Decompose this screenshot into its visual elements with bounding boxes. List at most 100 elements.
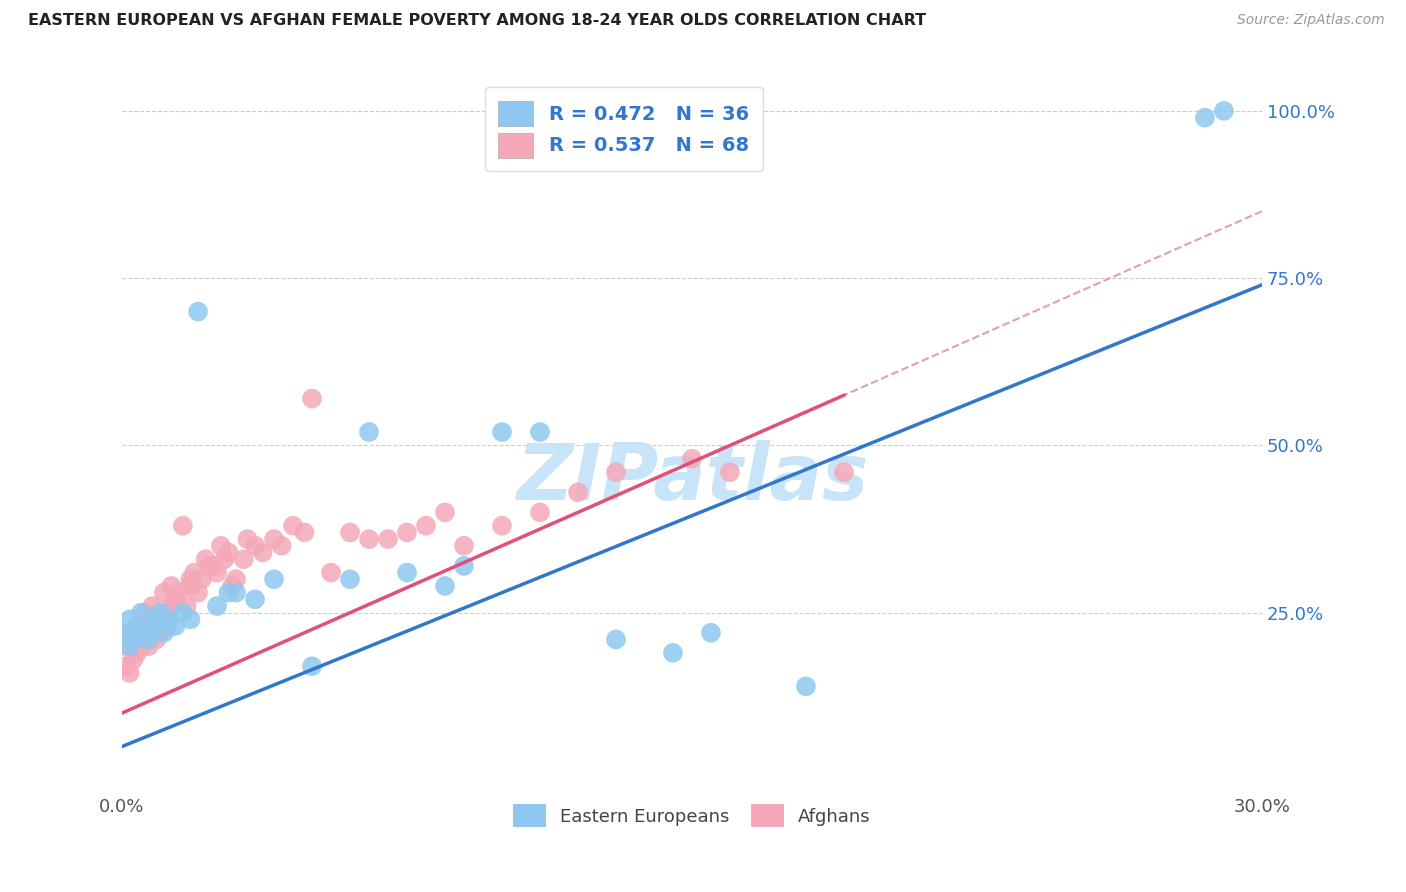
Point bbox=[122, 652, 145, 666]
Point bbox=[529, 425, 551, 439]
Legend: Eastern Europeans, Afghans: Eastern Europeans, Afghans bbox=[506, 797, 877, 834]
Point bbox=[115, 625, 138, 640]
Point bbox=[134, 606, 156, 620]
Point bbox=[202, 558, 225, 573]
Point bbox=[115, 639, 138, 653]
Point bbox=[453, 558, 475, 573]
Point bbox=[294, 525, 316, 540]
Point bbox=[156, 612, 179, 626]
Point bbox=[529, 505, 551, 519]
Point bbox=[129, 632, 152, 647]
Point bbox=[301, 659, 323, 673]
Point bbox=[252, 545, 274, 559]
Point bbox=[319, 566, 342, 580]
Point bbox=[205, 599, 228, 613]
Point bbox=[221, 579, 243, 593]
Point bbox=[236, 532, 259, 546]
Point bbox=[138, 619, 160, 633]
Point bbox=[149, 625, 172, 640]
Point bbox=[145, 632, 167, 647]
Point bbox=[118, 639, 141, 653]
Point bbox=[301, 392, 323, 406]
Point bbox=[1212, 103, 1234, 118]
Point bbox=[145, 612, 167, 626]
Point bbox=[194, 552, 217, 566]
Point bbox=[567, 485, 589, 500]
Point bbox=[153, 625, 176, 640]
Point bbox=[270, 539, 292, 553]
Point bbox=[357, 425, 380, 439]
Point bbox=[217, 545, 239, 559]
Point bbox=[165, 619, 187, 633]
Point bbox=[160, 599, 183, 613]
Point bbox=[156, 619, 179, 633]
Point bbox=[205, 566, 228, 580]
Point bbox=[225, 572, 247, 586]
Point bbox=[187, 304, 209, 318]
Point bbox=[156, 606, 179, 620]
Point bbox=[605, 632, 627, 647]
Point bbox=[145, 612, 167, 626]
Point bbox=[243, 539, 266, 553]
Point bbox=[127, 625, 149, 640]
Point bbox=[138, 632, 160, 647]
Point bbox=[718, 465, 741, 479]
Point bbox=[263, 532, 285, 546]
Point bbox=[209, 539, 232, 553]
Point bbox=[339, 572, 361, 586]
Point bbox=[118, 665, 141, 680]
Point bbox=[183, 566, 205, 580]
Point bbox=[176, 599, 198, 613]
Point bbox=[681, 451, 703, 466]
Point bbox=[832, 465, 855, 479]
Text: Source: ZipAtlas.com: Source: ZipAtlas.com bbox=[1237, 13, 1385, 28]
Point bbox=[122, 632, 145, 647]
Point bbox=[141, 619, 163, 633]
Point bbox=[118, 625, 141, 640]
Point bbox=[179, 572, 201, 586]
Point bbox=[179, 579, 201, 593]
Point bbox=[357, 532, 380, 546]
Point bbox=[153, 585, 176, 599]
Point bbox=[191, 572, 214, 586]
Point bbox=[118, 612, 141, 626]
Point bbox=[134, 625, 156, 640]
Point bbox=[160, 579, 183, 593]
Point bbox=[167, 585, 190, 599]
Point bbox=[179, 612, 201, 626]
Point bbox=[127, 646, 149, 660]
Point bbox=[225, 585, 247, 599]
Point bbox=[153, 612, 176, 626]
Text: ZIPatlas: ZIPatlas bbox=[516, 441, 868, 516]
Point bbox=[141, 625, 163, 640]
Point bbox=[149, 619, 172, 633]
Point bbox=[434, 579, 457, 593]
Point bbox=[794, 679, 817, 693]
Point bbox=[605, 465, 627, 479]
Point bbox=[149, 606, 172, 620]
Point bbox=[214, 552, 236, 566]
Point bbox=[453, 539, 475, 553]
Point bbox=[434, 505, 457, 519]
Text: EASTERN EUROPEAN VS AFGHAN FEMALE POVERTY AMONG 18-24 YEAR OLDS CORRELATION CHAR: EASTERN EUROPEAN VS AFGHAN FEMALE POVERT… bbox=[28, 13, 927, 29]
Point bbox=[263, 572, 285, 586]
Point bbox=[172, 606, 194, 620]
Point bbox=[700, 625, 723, 640]
Point bbox=[134, 625, 156, 640]
Point bbox=[172, 518, 194, 533]
Point bbox=[187, 585, 209, 599]
Point bbox=[415, 518, 437, 533]
Point bbox=[339, 525, 361, 540]
Point bbox=[217, 585, 239, 599]
Point bbox=[127, 619, 149, 633]
Point bbox=[141, 599, 163, 613]
Point bbox=[129, 606, 152, 620]
Point bbox=[1194, 111, 1216, 125]
Point bbox=[243, 592, 266, 607]
Point bbox=[165, 592, 187, 607]
Point bbox=[129, 639, 152, 653]
Point bbox=[377, 532, 399, 546]
Point bbox=[281, 518, 304, 533]
Point bbox=[198, 558, 221, 573]
Point bbox=[662, 646, 685, 660]
